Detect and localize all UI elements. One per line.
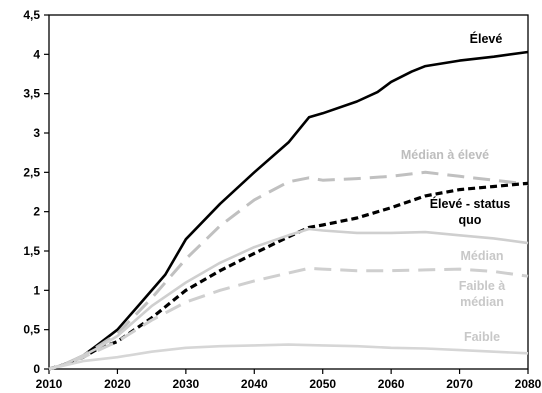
series-label-line: Médian	[460, 249, 503, 263]
series-label-line: médian	[460, 295, 504, 309]
x-tick-label: 2030	[173, 377, 200, 391]
x-tick-label: 2080	[515, 377, 542, 391]
x-tick-label: 2020	[104, 377, 131, 391]
x-tick-label: 2070	[446, 377, 473, 391]
y-tick-label: 1	[33, 283, 40, 297]
x-tick-label: 2040	[241, 377, 268, 391]
y-tick-label: 3,5	[23, 87, 40, 101]
series-line-median	[48, 227, 529, 371]
plot-border	[48, 14, 529, 370]
series-label-line: Médian à élevé	[401, 148, 489, 162]
x-tick-label: 2060	[378, 377, 405, 391]
series-line-faible	[48, 343, 529, 371]
y-tick-label: 4	[33, 47, 40, 61]
x-tick-label: 2050	[309, 377, 336, 391]
plot-frame	[48, 14, 529, 370]
y-tick-label: 1,5	[23, 244, 40, 258]
series-line-eleve-status-quo	[48, 181, 529, 371]
series-label-line: Élevé - status	[430, 196, 511, 211]
y-tick-label: 2,5	[23, 165, 40, 179]
series-label-eleve: Élevé	[470, 31, 503, 46]
series-line-median-a-eleve	[48, 170, 529, 371]
series-label-median: Médian	[460, 249, 503, 263]
series-line-faible-a-median	[48, 266, 529, 371]
series-label-median-a-eleve: Médian à élevé	[401, 148, 489, 162]
x-axis: 2010 2020 2030 2040 2050 2060 2070 2080	[36, 369, 542, 391]
y-tick-label: 4,5	[23, 8, 40, 22]
series-label-faible-a-median: Faible à médian	[459, 279, 506, 309]
series-label-line: Faible	[464, 330, 500, 344]
series-labels: Élevé Médian à élevé Élevé - status quo Médi…	[401, 31, 510, 344]
series-line-eleve	[48, 50, 529, 371]
y-tick-label: 0	[33, 362, 40, 376]
series-label-line: Faible à	[459, 279, 506, 293]
series-lines	[48, 50, 529, 371]
y-tick-label: 3	[33, 126, 40, 140]
y-tick-label: 2	[33, 205, 40, 219]
x-tick-label: 2010	[36, 377, 63, 391]
series-label-line: quo	[459, 213, 482, 227]
series-label-faible: Faible	[464, 330, 500, 344]
y-axis: 0 0,5 1 1,5 2 2,5 3 3,5 4 4,5	[23, 8, 49, 376]
series-label-eleve-status-quo: Élevé - status quo	[430, 196, 511, 227]
y-tick-label: 0,5	[23, 323, 40, 337]
series-label-line: Élevé	[470, 31, 503, 46]
